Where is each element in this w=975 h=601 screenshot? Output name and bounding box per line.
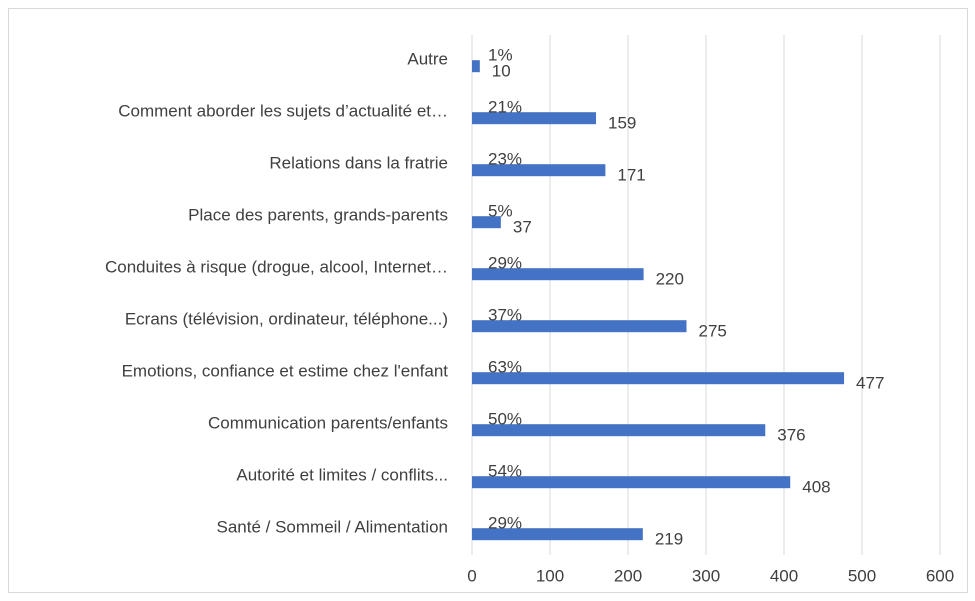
percent-label: 21% xyxy=(488,98,522,117)
data-label: 219 xyxy=(655,530,683,549)
data-label: 376 xyxy=(777,426,805,445)
percent-label: 63% xyxy=(488,358,522,377)
percent-label: 54% xyxy=(488,462,522,481)
bar xyxy=(472,60,480,73)
y-tick-label: Place des parents, grands-parents xyxy=(188,206,448,225)
data-label: 408 xyxy=(802,478,830,497)
data-label: 477 xyxy=(856,374,884,393)
x-tick-label: 0 xyxy=(467,566,476,585)
bar xyxy=(472,320,687,333)
percent-label: 5% xyxy=(488,202,513,221)
y-tick-label: Communication parents/enfants xyxy=(208,414,448,433)
x-tick-label: 300 xyxy=(692,566,720,585)
bar xyxy=(472,216,501,229)
y-tick-label: Emotions, confiance et estime chez l'enf… xyxy=(122,362,449,381)
x-tick-label: 100 xyxy=(536,566,564,585)
data-label: 220 xyxy=(656,270,684,289)
x-tick-label: 200 xyxy=(614,566,642,585)
bar xyxy=(472,372,845,385)
data-label: 37 xyxy=(513,218,532,237)
y-tick-label: Conduites à risque (drogue, alcool, Inte… xyxy=(105,258,448,277)
y-tick-label: Ecrans (télévision, ordinateur, téléphon… xyxy=(125,310,448,329)
data-label: 159 xyxy=(608,114,636,133)
percent-label: 50% xyxy=(488,410,522,429)
data-label: 171 xyxy=(617,166,645,185)
chart-frame xyxy=(8,8,968,593)
bar xyxy=(472,164,606,177)
x-tick-label: 600 xyxy=(926,566,954,585)
bar xyxy=(472,424,766,437)
bar xyxy=(472,528,643,541)
data-label: 275 xyxy=(699,322,727,341)
percent-label: 1% xyxy=(488,46,513,65)
bar xyxy=(472,112,597,125)
percent-label: 23% xyxy=(488,150,522,169)
y-tick-label: Autre xyxy=(407,50,448,69)
y-tick-label: Santé / Sommeil / Alimentation xyxy=(216,518,448,537)
percent-label: 29% xyxy=(488,514,522,533)
y-tick-label: Comment aborder les sujets d’actualité e… xyxy=(118,102,448,121)
percent-label: 37% xyxy=(488,306,522,325)
bar xyxy=(472,268,644,281)
x-tick-label: 400 xyxy=(770,566,798,585)
y-tick-label: Relations dans la fratrie xyxy=(269,154,448,173)
data-label: 10 xyxy=(492,62,511,81)
x-tick-label: 500 xyxy=(848,566,876,585)
percent-label: 29% xyxy=(488,254,522,273)
y-tick-label: Autorité et limites / conflits... xyxy=(236,466,448,485)
bar xyxy=(472,476,791,489)
